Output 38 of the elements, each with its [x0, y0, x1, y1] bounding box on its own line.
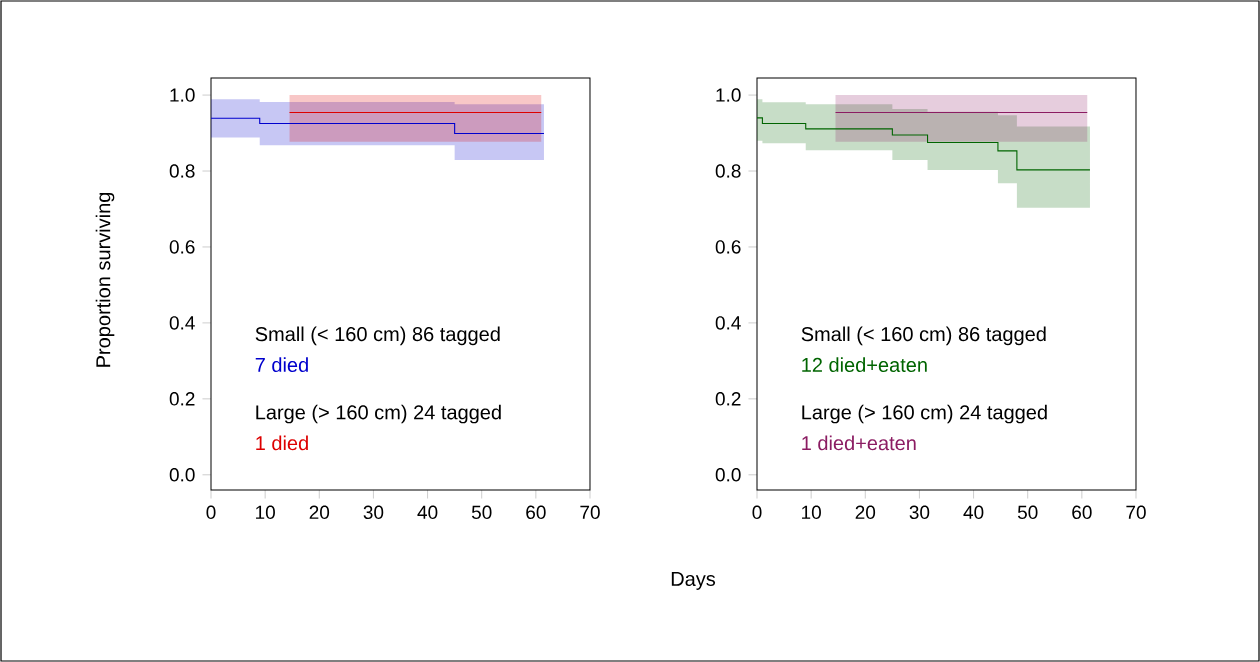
annotation: Large (> 160 cm) 24 tagged: [256, 404, 501, 424]
y-tick-label: 0.4: [715, 316, 741, 330]
y-axis-title: Proportion surviving: [95, 192, 115, 367]
x-tick-label: 50: [1017, 505, 1038, 520]
annotation: Large (> 160 cm) 24 tagged: [802, 404, 1047, 424]
x-tick-label: 70: [1126, 505, 1146, 520]
text: 7 died: [255, 357, 308, 373]
y-tick-label: 1.0: [716, 88, 741, 102]
y-tick-label: 1.0: [170, 88, 195, 102]
y-tick-label: 0.6: [169, 240, 195, 254]
y-tick-label: 0.4: [169, 316, 195, 330]
y-tick-label: 0.0: [169, 468, 195, 482]
x-tick-label: 40: [417, 505, 438, 520]
y-tick-label: 0.0: [715, 468, 741, 482]
x-tick-label: 50: [471, 505, 492, 520]
x-tick-label: 40: [963, 505, 984, 520]
x-axis-title: Days: [671, 572, 716, 590]
text: 1 died+eaten: [802, 435, 916, 451]
text: 1 died: [256, 435, 308, 451]
x-tick-label: 10: [802, 505, 821, 520]
y-tick-label: 0.2: [169, 392, 195, 406]
x-tick-label: 0: [206, 505, 216, 520]
x-tick-label: 20: [309, 505, 330, 520]
x-tick-label: 30: [909, 505, 930, 520]
annotation: Small (< 160 cm) 86 tagged: [255, 326, 500, 346]
x-tick-label: 30: [363, 505, 384, 520]
x-tick-label: 60: [1072, 505, 1092, 520]
text: 12 died+eaten: [802, 357, 927, 373]
x-tick-label: 60: [526, 505, 546, 520]
x-tick-label: 70: [580, 505, 600, 520]
x-tick-label: 0: [752, 505, 762, 520]
x-tick-label: 20: [855, 505, 876, 520]
y-tick-label: 0.2: [715, 392, 741, 406]
y-tick-label: 0.8: [169, 164, 195, 178]
y-tick-label: 0.6: [715, 240, 741, 254]
y-tick-label: 0.8: [715, 164, 741, 178]
x-tick-label: 10: [256, 505, 275, 520]
annotation: Small (< 160 cm) 86 tagged: [801, 326, 1046, 346]
